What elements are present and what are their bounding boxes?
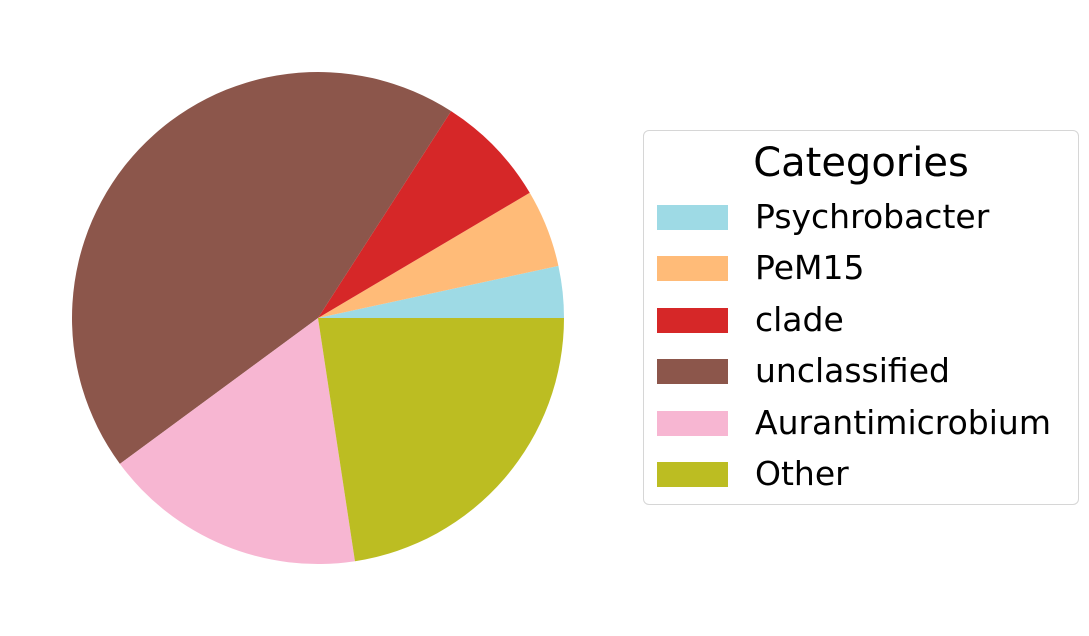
legend-entry-unclassified: unclassified	[657, 353, 950, 389]
legend-swatch-aurantimicrobium	[657, 410, 728, 436]
legend-swatch-pem15	[657, 255, 728, 281]
legend-entry-pem15: PeM15	[657, 250, 865, 286]
legend: Categories Psychrobacter PeM15 clade unc…	[643, 130, 1079, 505]
legend-swatch-other	[657, 461, 728, 487]
legend-swatch-unclassified	[657, 358, 728, 384]
pie-slice-clade	[318, 111, 530, 319]
legend-entry-psychrobacter: Psychrobacter	[657, 199, 989, 235]
legend-title: Categories	[753, 140, 969, 186]
pie-slice-aurantimicrobium	[119, 318, 355, 564]
legend-label-other: Other	[755, 454, 849, 493]
legend-label-clade: clade	[755, 300, 844, 339]
pie-slice-psychrobacter	[318, 265, 564, 318]
legend-entry-other: Other	[657, 456, 849, 492]
pie-slice-pem15	[318, 192, 559, 318]
legend-label-aurantimicrobium: Aurantimicrobium	[755, 403, 1051, 442]
pie-slices	[72, 72, 564, 564]
pie-slice-unclassified	[72, 72, 452, 464]
legend-entry-aurantimicrobium: Aurantimicrobium	[657, 405, 1051, 441]
legend-label-pem15: PeM15	[755, 248, 865, 287]
legend-label-unclassified: unclassified	[755, 351, 950, 390]
pie-slice-other	[318, 318, 564, 562]
legend-swatch-psychrobacter	[657, 204, 728, 230]
legend-swatch-clade	[657, 307, 728, 333]
legend-label-psychrobacter: Psychrobacter	[755, 197, 990, 236]
legend-entry-clade: clade	[657, 302, 844, 338]
